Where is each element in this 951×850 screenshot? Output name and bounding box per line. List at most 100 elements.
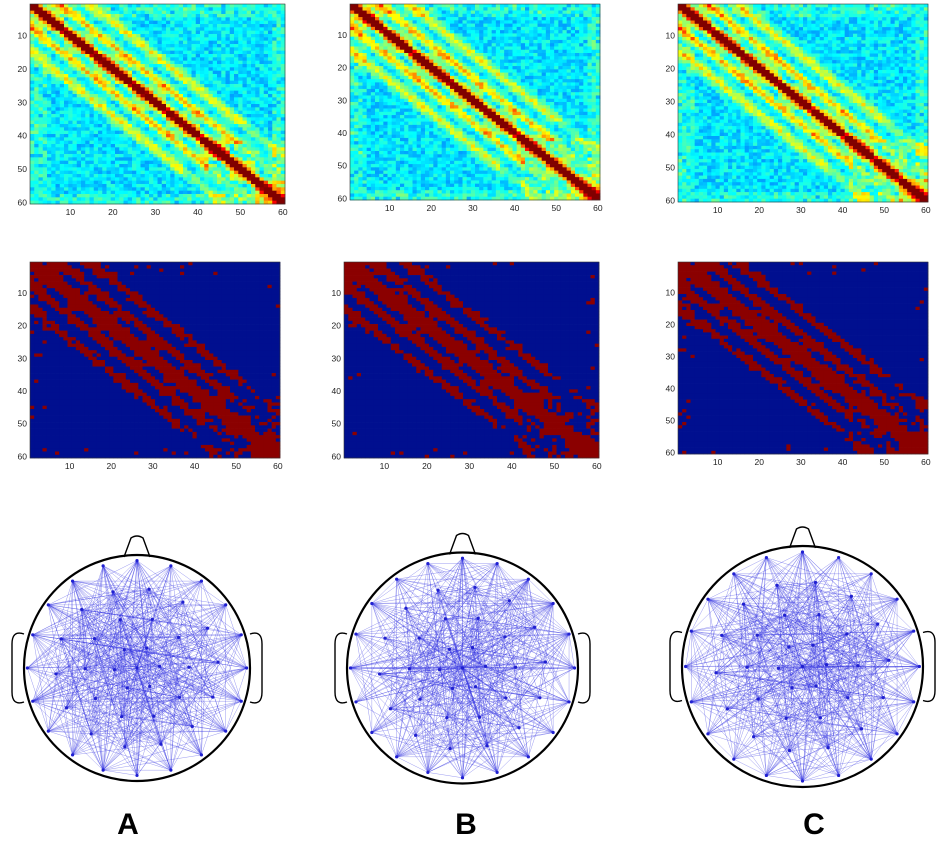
matrix-cell (140, 127, 146, 132)
matrix-cell (263, 127, 269, 132)
matrix-cell (187, 34, 192, 38)
matrix-cell (462, 49, 468, 54)
matrix-cell (408, 46, 413, 51)
matrix-cell (212, 84, 218, 88)
matrix-cell (119, 24, 124, 28)
matrix-cell (268, 94, 273, 98)
matrix-cell (161, 70, 167, 75)
matrix-cell (483, 39, 488, 44)
matrix-cell (462, 39, 468, 44)
matrix-cell (462, 69, 468, 73)
matrix-cell (217, 187, 222, 192)
matrix-cell (429, 30, 434, 34)
matrix-cell (102, 174, 107, 178)
matrix-cell (537, 17, 543, 21)
matrix-cell (483, 75, 488, 80)
matrix-cell (276, 154, 282, 158)
matrix-cell (34, 4, 39, 8)
matrix-cell (42, 54, 48, 58)
matrix-cell (238, 190, 243, 195)
matrix-cell (272, 127, 277, 132)
matrix-cell (272, 40, 277, 45)
matrix-cell (212, 90, 218, 95)
matrix-cell (208, 67, 214, 72)
matrix-cell (246, 117, 252, 122)
matrix-cell (157, 157, 163, 162)
matrix-cell (251, 20, 256, 25)
matrix-cell (212, 47, 218, 52)
matrix-cell (64, 47, 69, 52)
matrix-cell (204, 40, 209, 45)
matrix-cell (217, 84, 222, 88)
matrix-cell (566, 62, 572, 67)
matrix-cell (208, 167, 214, 172)
matrix-cell (81, 27, 86, 32)
matrix-cell (268, 167, 273, 172)
matrix-cell (98, 10, 103, 15)
matrix-cell (161, 160, 167, 165)
matrix-cell (191, 64, 197, 68)
matrix-cell (525, 56, 530, 60)
matrix-cell (246, 47, 252, 52)
matrix-cell (466, 30, 472, 34)
matrix-cell (153, 97, 158, 102)
matrix-cell (259, 87, 265, 92)
matrix-cell (161, 177, 167, 182)
matrix-cell (98, 117, 103, 122)
matrix-cell (195, 34, 201, 38)
matrix-cell (204, 147, 209, 152)
matrix-cell (591, 30, 597, 34)
matrix-cell (280, 147, 286, 152)
matrix-cell (200, 130, 205, 135)
matrix-cell (200, 124, 205, 128)
matrix-cell (153, 64, 158, 68)
matrix-cell (420, 46, 426, 51)
matrix-cell (221, 50, 226, 55)
matrix-cell (225, 164, 231, 168)
matrix-cell (132, 87, 137, 92)
matrix-cell (263, 50, 269, 55)
matrix-cell (72, 180, 78, 185)
matrix-cell (85, 47, 90, 52)
matrix-cell (89, 24, 95, 28)
matrix-cell (276, 110, 282, 115)
matrix-cell (64, 97, 69, 102)
matrix-cell (93, 200, 99, 205)
matrix-cell (47, 17, 52, 22)
matrix-cell (566, 26, 572, 31)
matrix-cell (212, 34, 218, 38)
matrix-cell (166, 47, 171, 52)
matrix-cell (362, 46, 368, 51)
matrix-cell (127, 174, 133, 178)
matrix-cell (242, 74, 248, 78)
matrix-cell (242, 194, 248, 198)
matrix-cell (479, 72, 484, 77)
matrix-cell (579, 4, 584, 8)
matrix-cell (238, 57, 243, 62)
matrix-cell (416, 36, 422, 41)
matrix-cell (183, 90, 188, 95)
matrix-cell (562, 33, 568, 38)
matrix-cell (537, 20, 543, 24)
matrix-cell (466, 66, 472, 70)
matrix-cell (93, 190, 99, 195)
matrix-cell (110, 40, 116, 45)
matrix-cell (500, 49, 505, 54)
matrix-cell (115, 187, 120, 192)
matrix-cell (157, 50, 163, 55)
matrix-cell (255, 24, 260, 28)
matrix-cell (123, 117, 129, 122)
matrix-cell (533, 72, 538, 77)
matrix-cell (170, 170, 175, 175)
matrix-cell (140, 177, 146, 182)
matrix-cell (174, 87, 180, 92)
matrix-cell (255, 10, 260, 15)
matrix-cell (76, 50, 82, 55)
matrix-cell (450, 69, 455, 73)
matrix-cell (178, 157, 184, 162)
matrix-cell (98, 77, 103, 82)
matrix-cell (136, 17, 141, 22)
matrix-cell (491, 43, 497, 47)
matrix-cell (212, 130, 218, 135)
matrix-cell (93, 24, 99, 28)
